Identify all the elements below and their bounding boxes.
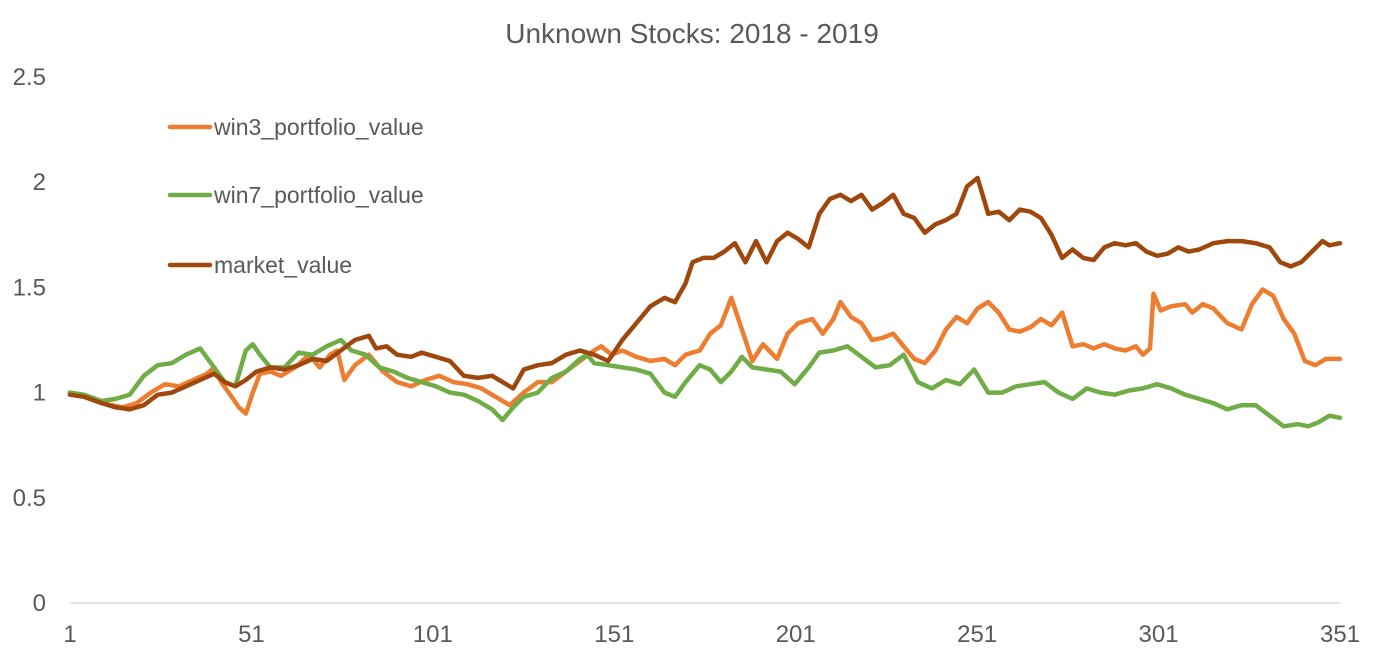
- series-line-market_value: [67, 175, 1343, 412]
- x-tick-label: 151: [594, 621, 634, 648]
- axes: 00.511.522.51 51 101 151 201 251 301 351: [13, 64, 1360, 648]
- legend-label: market_value: [214, 252, 352, 278]
- x-tick-label: 51: [238, 621, 265, 648]
- x-tick-label: 251: [957, 621, 997, 648]
- y-tick-label: 1.5: [13, 274, 46, 301]
- y-tick-label: 0.5: [13, 485, 46, 512]
- chart-title: Unknown Stocks: 2018 - 2019: [505, 18, 879, 49]
- y-tick-label: 2: [33, 169, 46, 196]
- y-tick-label: 2.5: [13, 64, 46, 91]
- x-tick-label: 351: [1320, 621, 1360, 648]
- legend: win3_portfolio_value win7_portfolio_value…: [167, 114, 424, 278]
- x-tick-label: 1: [63, 621, 76, 648]
- series-line-win3_portfolio_value: [67, 287, 1343, 416]
- x-tick-label: 201: [776, 621, 816, 648]
- x-tick-label: 101: [413, 621, 453, 648]
- x-tick-label: 301: [1139, 621, 1179, 648]
- y-tick-label: 0: [33, 590, 46, 617]
- legend-label: win7_portfolio_value: [213, 182, 424, 208]
- series-line-win7_portfolio_value: [67, 337, 1343, 429]
- series-group: [67, 175, 1343, 429]
- legend-label: win3_portfolio_value: [213, 114, 424, 140]
- y-tick-label: 1: [33, 380, 46, 407]
